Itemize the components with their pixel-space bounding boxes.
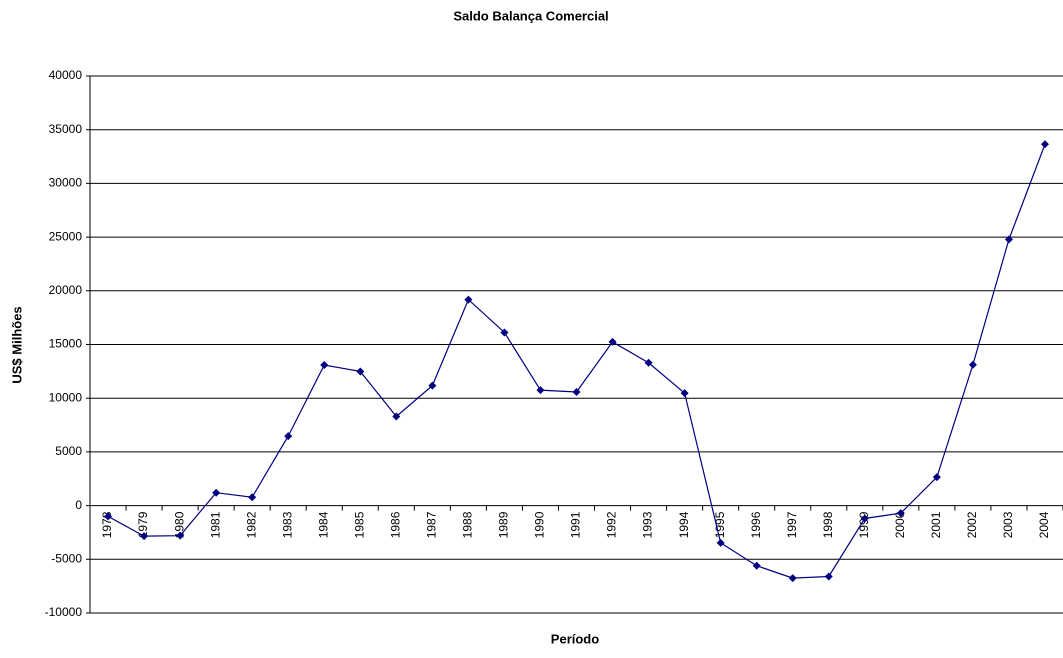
marker [104,512,113,521]
x-tick-label: 1992 [605,511,619,538]
marker [572,387,581,396]
y-tick-label: 15000 [49,337,83,351]
marker [212,488,221,497]
x-tick-label: 1983 [280,511,294,538]
x-tick-label: 2003 [1001,511,1015,538]
marker [248,493,257,502]
marker [716,538,725,547]
x-tick-label: 1982 [244,511,258,538]
marker [428,381,437,390]
x-tick-label: 1984 [316,511,330,538]
marker [284,432,293,441]
marker [824,572,833,581]
x-tick-label: 1987 [425,511,439,538]
chart-title: Saldo Balança Comercial [453,8,608,23]
marker [1004,235,1013,244]
x-tick-label: 1994 [677,511,691,538]
x-tick-label: 1985 [352,511,366,538]
y-tick-label: 40000 [49,68,83,82]
y-tick-label: -5000 [51,551,82,565]
y-tick-label: 30000 [49,176,83,190]
x-tick-label: 1981 [208,511,222,538]
y-tick-label: 0 [75,498,82,512]
marker [392,412,401,421]
marker [752,561,761,570]
x-tick-label: 1979 [136,511,150,538]
x-tick-label: 1998 [821,511,835,538]
marker [896,509,905,518]
x-tick-label: 1988 [461,511,475,538]
x-tick-label: 1997 [785,511,799,538]
y-tick-label: 20000 [49,283,83,297]
y-tick-label: 25000 [49,229,83,243]
y-tick-label: -10000 [45,605,83,619]
x-tick-label: 1993 [641,511,655,538]
x-tick-label: 1980 [172,511,186,538]
y-tick-label: 35000 [49,122,83,136]
marker [968,360,977,369]
x-tick-label: 2004 [1037,511,1051,538]
x-tick-label: 1989 [497,511,511,538]
x-tick-label: 2002 [965,511,979,538]
marker [356,367,365,376]
marker [464,295,473,304]
x-tick-label: 1995 [713,511,727,538]
marker [176,531,185,540]
x-axis-title: Período [551,631,599,646]
x-tick-label: 1996 [749,511,763,538]
marker [680,389,689,398]
marker [644,358,653,367]
x-tick-label: 1986 [388,511,402,538]
x-tick-label: 1991 [569,511,583,538]
x-tick-label: 1990 [533,511,547,538]
y-tick-label: 5000 [55,444,82,458]
y-tick-label: 10000 [49,390,83,404]
x-tick-label: 2001 [929,511,943,538]
marker [788,574,797,583]
marker [500,328,509,337]
marker [932,473,941,482]
marker [608,337,617,346]
marker [860,514,869,523]
x-tick-label: 2000 [893,511,907,538]
marker [320,361,329,370]
marker [140,532,149,541]
marker [1040,140,1049,149]
y-axis-title: US$ Milhões [9,306,24,383]
marker [536,386,545,395]
